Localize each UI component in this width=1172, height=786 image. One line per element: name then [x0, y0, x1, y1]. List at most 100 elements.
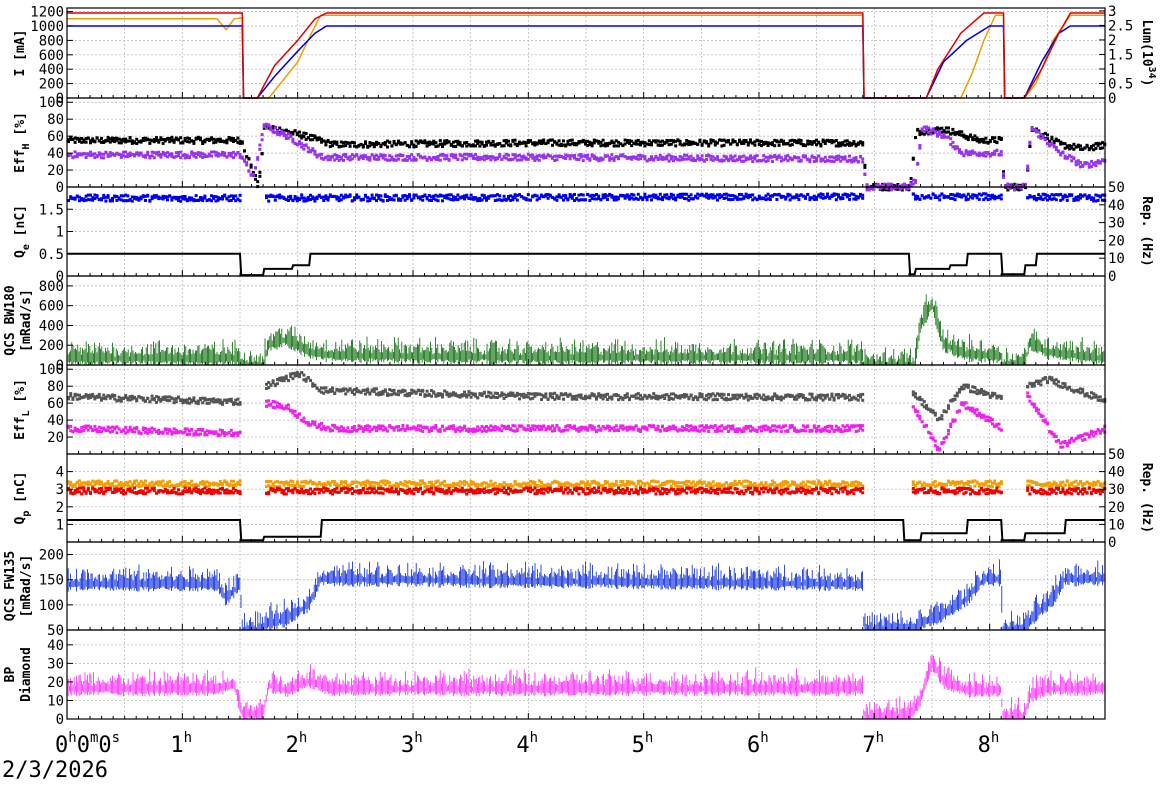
panel-current: 02004006008001000120000.511.522.53Lum(10… — [13, 4, 1157, 107]
y-label-main: Q — [13, 250, 28, 258]
data-point — [256, 180, 259, 183]
data-point — [384, 154, 387, 157]
data-point — [1002, 176, 1005, 179]
data-point — [461, 145, 464, 148]
data-point — [775, 430, 778, 433]
data-point — [753, 144, 756, 147]
data-point — [243, 159, 246, 162]
data-point — [797, 198, 800, 201]
data-point — [808, 398, 811, 401]
data-point — [104, 200, 107, 203]
data-point — [170, 136, 173, 139]
data-point — [507, 140, 510, 143]
data-point — [1046, 380, 1049, 383]
data-point — [597, 425, 600, 428]
y-right-tick-label: 1 — [1108, 62, 1116, 78]
y-tick-label: 600 — [39, 299, 64, 315]
data-point — [1028, 395, 1031, 398]
data-point — [245, 164, 248, 167]
y-tick-label: 1 — [56, 225, 64, 241]
data-point — [824, 156, 827, 159]
data-point — [419, 393, 422, 396]
data-point — [934, 130, 937, 133]
data-point — [236, 434, 239, 437]
data-point — [261, 133, 264, 136]
data-point — [602, 139, 605, 142]
y-right-tick-label: 40 — [1108, 198, 1125, 214]
data-point — [485, 144, 488, 147]
data-point — [646, 428, 649, 431]
y-axis-label: EffH [%] — [13, 112, 32, 173]
data-point — [861, 399, 864, 402]
data-point — [674, 144, 677, 147]
data-point — [463, 391, 466, 394]
data-point — [1064, 382, 1067, 385]
data-point — [562, 398, 565, 401]
y-tick-label: 0 — [56, 180, 64, 196]
data-point — [791, 143, 794, 146]
data-point — [756, 429, 759, 432]
y-axis-label-line2: [mRad/s] — [19, 289, 34, 352]
data-point — [606, 198, 609, 201]
data-point — [476, 396, 479, 399]
data-point — [967, 386, 970, 389]
data-point — [716, 398, 719, 401]
data-point — [1037, 408, 1040, 411]
data-point — [1026, 165, 1029, 168]
data-point — [415, 145, 418, 148]
data-point — [863, 164, 866, 167]
y-axis-label: Qe [nC] — [13, 205, 32, 258]
data-point — [861, 393, 864, 396]
data-point — [148, 142, 151, 145]
y-right-tick-label: 0 — [1108, 269, 1116, 285]
data-point — [492, 140, 495, 143]
data-point — [916, 162, 919, 165]
data-point — [938, 198, 941, 201]
data-point — [582, 159, 585, 162]
data-point — [258, 175, 261, 178]
data-point — [313, 421, 316, 424]
data-point — [518, 397, 521, 400]
data-point — [192, 396, 195, 399]
data-point — [302, 135, 305, 138]
data-point — [914, 136, 917, 139]
data-point — [527, 193, 530, 196]
y-tick-label: 1200 — [30, 5, 64, 21]
data-point — [947, 429, 950, 432]
data-point — [331, 387, 334, 390]
data-point — [727, 393, 730, 396]
data-point — [978, 198, 981, 201]
data-point — [500, 429, 503, 432]
data-point — [778, 144, 781, 147]
data-point — [1081, 388, 1084, 391]
data-point — [613, 159, 616, 162]
data-point — [1079, 161, 1082, 164]
data-point — [144, 199, 147, 202]
data-point — [514, 139, 517, 142]
data-point — [852, 140, 855, 143]
data-point — [958, 148, 961, 151]
data-point — [474, 153, 477, 156]
data-point — [276, 382, 279, 385]
data-point — [835, 198, 838, 201]
data-point — [324, 386, 327, 389]
data-point — [690, 193, 693, 196]
data-point — [582, 194, 585, 197]
data-point — [470, 396, 473, 399]
data-point — [353, 393, 356, 396]
data-point — [848, 198, 851, 201]
data-point — [951, 128, 954, 131]
data-point — [397, 158, 400, 161]
data-point — [155, 136, 158, 139]
data-point — [421, 389, 424, 392]
data-point — [287, 404, 290, 407]
data-point — [547, 398, 550, 401]
data-point — [465, 157, 468, 160]
data-point — [195, 194, 198, 197]
data-point — [967, 138, 970, 141]
data-point — [940, 414, 943, 417]
data-point — [368, 425, 371, 428]
